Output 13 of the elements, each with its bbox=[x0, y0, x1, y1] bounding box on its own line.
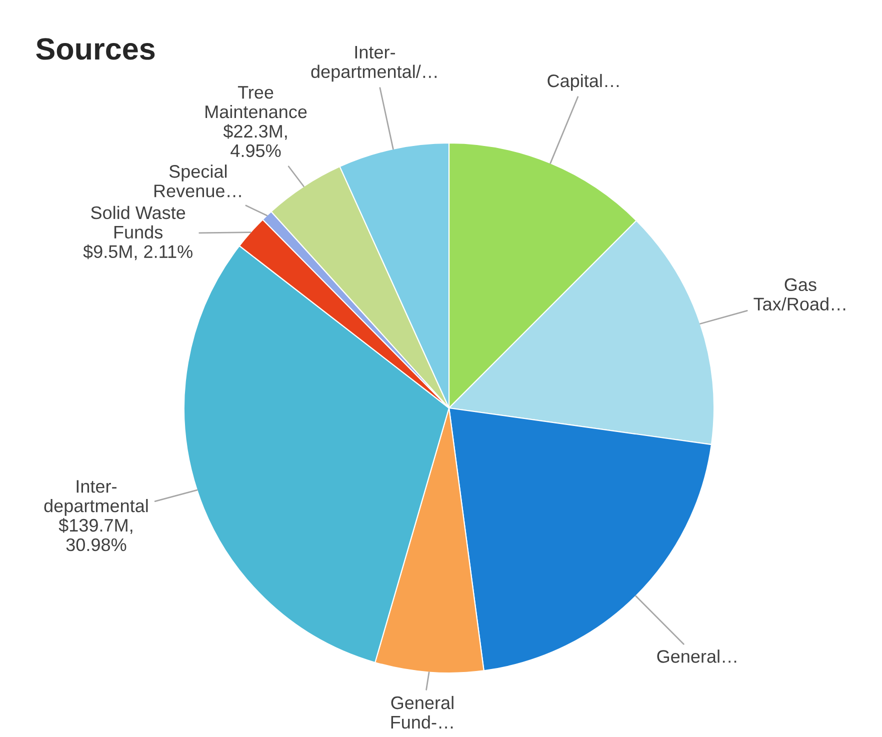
slice-label: Inter- departmental bbox=[44, 480, 148, 516]
chart-title: Sources bbox=[36, 38, 155, 60]
slice-label: Solid Waste Funds bbox=[91, 206, 186, 239]
slice-label: Tree Maintenance bbox=[206, 86, 307, 118]
data-label: $22.3M, 4.95% bbox=[223, 124, 287, 158]
slice-label: Inter- departmental/… bbox=[311, 46, 436, 82]
slice-label: General… bbox=[657, 650, 736, 663]
slice-label: General Fund-… bbox=[391, 696, 454, 729]
data-label: $139.7M, 30.98% bbox=[58, 518, 132, 552]
data-label: $9.5M, 2.11% bbox=[83, 244, 192, 260]
slice-label: Special Revenue… bbox=[154, 164, 241, 198]
slice-label: Capital… bbox=[548, 74, 619, 91]
slice-label: Gas Tax/Road… bbox=[754, 278, 846, 311]
